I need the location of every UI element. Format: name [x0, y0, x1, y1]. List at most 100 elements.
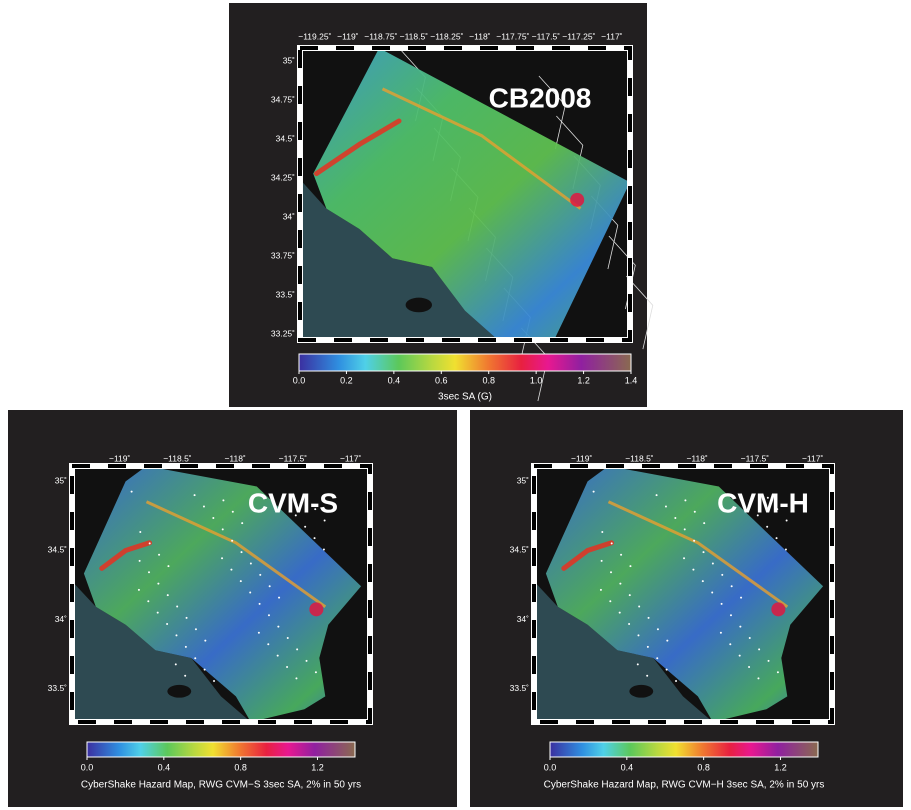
site-dot [231, 540, 233, 542]
site-dot [786, 520, 788, 522]
island [167, 685, 191, 698]
site-dot [600, 589, 602, 591]
panel-title: CVM-H [717, 487, 809, 518]
latitude-label: 35˚ [517, 476, 529, 486]
longitude-label: −118˚ [469, 31, 491, 41]
site-dot [249, 591, 251, 593]
longitude-label: −117.5˚ [741, 453, 770, 463]
colorbar-tick-label: 0.8 [482, 375, 495, 385]
site-dot [647, 646, 649, 648]
site-dot [167, 565, 169, 567]
colorbar-tick-label: 0.4 [621, 762, 634, 772]
site-dot [703, 551, 705, 553]
site-dot [232, 511, 234, 513]
site-dot [241, 522, 243, 524]
longitude-label: −118.25˚ [430, 31, 463, 41]
site-dot [194, 657, 196, 659]
site-dot [240, 580, 242, 582]
longitude-label: −118.5˚ [163, 453, 192, 463]
site-dot [277, 626, 279, 628]
site-dot [593, 491, 595, 493]
site-dot [269, 585, 271, 587]
site-dot [148, 571, 150, 573]
site-dot [304, 526, 306, 528]
site-dot [711, 591, 713, 593]
site-dot [157, 612, 159, 614]
site-dot [776, 537, 778, 539]
site-dot [693, 540, 695, 542]
site-dot [684, 528, 686, 530]
site-dot [628, 623, 630, 625]
longitude-label: −117˚ [601, 31, 623, 41]
site-dot [267, 643, 269, 645]
site-dot [619, 583, 621, 585]
site-dot [277, 655, 279, 657]
longitude-label: −118.75˚ [364, 31, 397, 41]
site-dot [601, 531, 603, 533]
site-dot [684, 499, 686, 501]
hotspot [570, 193, 584, 207]
longitude-label: −119.25˚ [298, 31, 331, 41]
colorbar-tick-label: 0.8 [234, 762, 247, 772]
colorbar-tick-label: 0.4 [158, 762, 171, 772]
latitude-label: 33.5˚ [276, 289, 296, 299]
latitude-label: 33.75˚ [271, 250, 295, 260]
colorbar-tick-label: 1.2 [577, 375, 590, 385]
site-dot [176, 605, 178, 607]
longitude-label: −118.5˚ [400, 31, 429, 41]
site-dot [766, 526, 768, 528]
site-dot [721, 574, 723, 576]
site-dot [720, 632, 722, 634]
site-dot [683, 557, 685, 559]
island [406, 298, 432, 313]
site-dot [601, 560, 603, 562]
site-dot [204, 640, 206, 642]
latitude-label: 33.5˚ [510, 683, 530, 693]
site-dot [619, 612, 621, 614]
site-dot [646, 675, 648, 677]
site-dot [758, 648, 760, 650]
figure: CB2008−119.25˚−119˚−118.75˚−118.5˚−118.2… [0, 0, 911, 810]
longitude-label: −119˚ [337, 31, 359, 41]
site-dot [167, 594, 169, 596]
site-dot [221, 557, 223, 559]
longitude-label: −119˚ [571, 453, 593, 463]
colorbar-tick-label: 0.0 [81, 762, 94, 772]
site-dot [712, 563, 714, 565]
site-dot [637, 634, 639, 636]
latitude-label: 33.5˚ [48, 683, 68, 693]
colorbar-tick-label: 0.0 [544, 762, 557, 772]
site-dot [213, 680, 215, 682]
site-dot [259, 574, 261, 576]
site-dot [749, 637, 751, 639]
latitude-label: 34˚ [517, 614, 529, 624]
longitude-label: −117.5˚ [532, 31, 561, 41]
site-dot [730, 614, 732, 616]
site-dot [158, 554, 160, 556]
site-dot [694, 511, 696, 513]
site-dot [314, 537, 316, 539]
site-dot [250, 563, 252, 565]
site-dot [739, 655, 741, 657]
panel-title: CVM-S [248, 487, 338, 518]
site-dot [306, 660, 308, 662]
site-dot [131, 491, 133, 493]
site-dot [729, 643, 731, 645]
longitude-label: −118.5˚ [625, 453, 654, 463]
site-dot [731, 585, 733, 587]
longitude-label: −118˚ [686, 453, 708, 463]
longitude-label: −118˚ [224, 453, 246, 463]
colorbar [299, 354, 631, 371]
latitude-label: 34.75˚ [271, 94, 295, 104]
site-dot [692, 569, 694, 571]
map-panel: CVM-S−119˚−118.5˚−118˚−117.5˚−117˚35˚34.… [8, 410, 457, 807]
longitude-label: −119˚ [109, 453, 131, 463]
site-dot [638, 605, 640, 607]
colorbar-tick-label: 0.8 [697, 762, 710, 772]
site-dot [175, 663, 177, 665]
site-dot [656, 494, 658, 496]
site-dot [286, 666, 288, 668]
site-dot [657, 628, 659, 630]
site-dot [323, 549, 325, 551]
colorbar-label: CyberShake Hazard Map, RWG CVM−S 3sec SA… [81, 780, 361, 791]
